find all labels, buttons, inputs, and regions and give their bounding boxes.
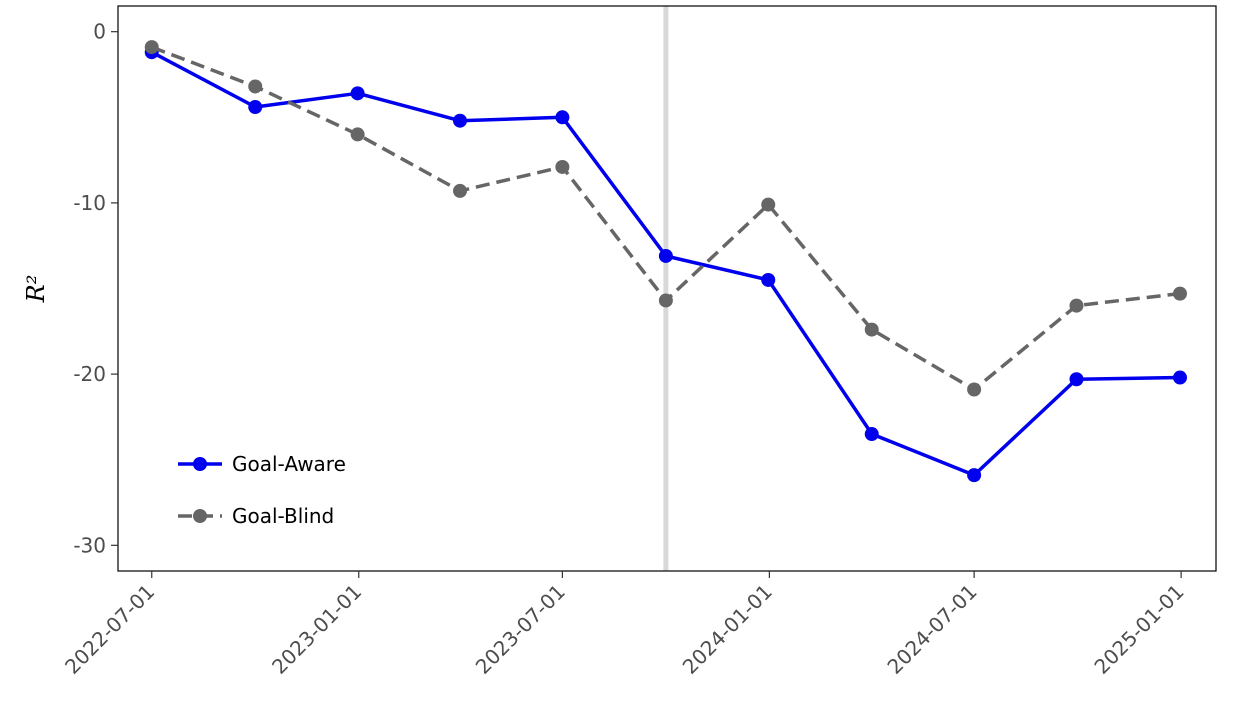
x-tick-label-4: 2024-07-01 [882, 580, 981, 679]
data-point-goal-aware-6 [761, 272, 776, 287]
legend-item-goal-blind: Goal-Blind [178, 504, 334, 528]
data-point-goal-aware-8 [967, 468, 982, 483]
series-layer [144, 40, 1187, 483]
data-point-goal-blind-5 [658, 293, 673, 308]
x-tick-label-0: 2022-07-01 [60, 580, 159, 679]
y-axis-label: R² [22, 275, 50, 304]
legend-label: Goal-Aware [232, 452, 346, 476]
data-point-goal-aware-9 [1069, 372, 1084, 387]
data-point-goal-blind-6 [761, 197, 776, 212]
data-point-goal-blind-0 [144, 40, 159, 55]
y-tick-label-2: -20 [73, 362, 106, 386]
x-tick-label-3: 2024-01-01 [678, 580, 777, 679]
data-point-goal-blind-3 [453, 183, 467, 198]
data-point-goal-blind-7 [864, 322, 879, 337]
data-point-goal-aware-1 [248, 100, 263, 115]
series-goal-blind [144, 40, 1187, 397]
legend-label: Goal-Blind [232, 504, 334, 528]
legend: Goal-Aware Goal-Blind [178, 452, 346, 528]
x-tick-label-5: 2025-01-01 [1089, 580, 1188, 679]
y-axis: 0 -10 -20 -30 [73, 20, 118, 557]
data-point-goal-aware-3 [453, 113, 467, 128]
x-tick-label-2: 2023-07-01 [471, 580, 570, 679]
data-point-goal-aware-2 [350, 86, 365, 101]
x-tick-label-1: 2023-01-01 [267, 580, 366, 679]
series-goal-aware [144, 45, 1187, 483]
y-tick-label-0: 0 [93, 20, 106, 44]
data-point-goal-blind-9 [1069, 298, 1084, 313]
legend-swatch-marker [193, 509, 207, 523]
data-point-goal-blind-8 [967, 382, 982, 397]
data-point-goal-aware-5 [658, 248, 673, 263]
data-point-goal-blind-4 [555, 159, 570, 174]
data-point-goal-aware-10 [1173, 370, 1187, 385]
plot-frame [117, 5, 1217, 572]
data-point-goal-blind-10 [1173, 286, 1187, 301]
data-point-goal-aware-7 [864, 427, 879, 442]
data-point-goal-blind-1 [248, 79, 263, 94]
legend-swatch-marker [193, 457, 207, 471]
y-tick-label-1: -10 [73, 191, 106, 215]
data-point-goal-aware-4 [555, 110, 570, 125]
x-axis: 2022-07-01 2023-01-01 2023-07-01 2024-01-01… [60, 571, 1189, 679]
y-tick-label-3: -30 [73, 533, 106, 557]
legend-item-goal-aware: Goal-Aware [178, 452, 346, 476]
data-point-goal-blind-2 [350, 127, 365, 142]
